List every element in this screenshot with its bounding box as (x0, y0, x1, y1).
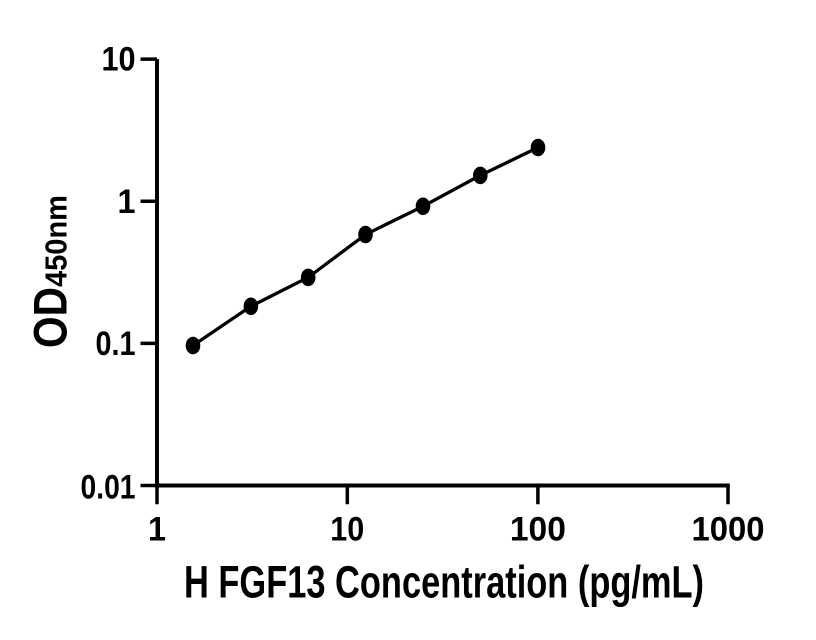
svg-text:H FGF13 Concentration (pg/mL): H FGF13 Concentration (pg/mL) (184, 557, 704, 608)
svg-text:OD450nm: OD450nm (24, 195, 77, 348)
svg-text:1: 1 (148, 511, 166, 549)
svg-text:0.01: 0.01 (81, 469, 136, 507)
svg-text:10: 10 (330, 511, 364, 549)
svg-text:100: 100 (510, 511, 566, 549)
svg-text:1000: 1000 (692, 511, 765, 549)
svg-text:0.1: 0.1 (96, 325, 136, 363)
svg-text:10: 10 (102, 41, 136, 79)
svg-text:1: 1 (118, 183, 136, 221)
